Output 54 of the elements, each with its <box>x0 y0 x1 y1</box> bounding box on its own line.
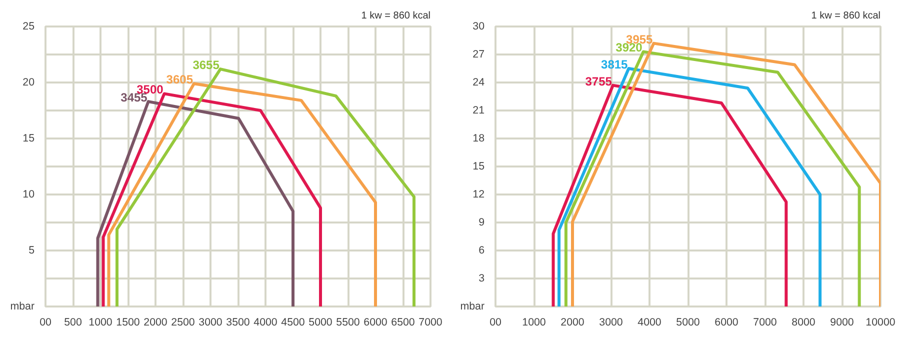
y-tick-label: 15 <box>22 132 35 144</box>
x-tick-label: 6000 <box>364 316 388 328</box>
x-tick-label: 2500 <box>171 316 195 328</box>
y-tick-label: 30 <box>472 20 485 32</box>
y-tick-label: 3 <box>478 272 485 284</box>
series-label: 3755 <box>585 74 612 88</box>
y-tick-label: mbar <box>10 300 35 312</box>
x-tick-label: 6500 <box>391 316 415 328</box>
x-tick-label: 4500 <box>281 316 305 328</box>
x-tick-label: 4000 <box>638 316 662 328</box>
y-tick-label: 15 <box>472 160 485 172</box>
x-tick-label: 1000 <box>88 316 112 328</box>
y-tick-label: 25 <box>22 20 35 32</box>
y-tick-label: 21 <box>472 104 485 116</box>
y-tick-label: 10 <box>22 188 35 200</box>
text: 1 kw = 860 kcal <box>361 10 431 22</box>
y-tick-label: 24 <box>472 76 485 88</box>
x-tick-label: 00 <box>490 316 502 328</box>
line-series <box>96 100 294 306</box>
x-tick-label: 1000 <box>522 316 546 328</box>
x-tick-label: 3000 <box>599 316 623 328</box>
y-tick-label: 27 <box>472 48 485 60</box>
x-tick-label: 8000 <box>792 316 816 328</box>
x-tick-label: 7000 <box>418 316 442 328</box>
x-tick-label: 2000 <box>560 316 584 328</box>
x-tick-label: 7000 <box>753 316 777 328</box>
x-tick-label: 1500 <box>116 316 140 328</box>
x-tick-label: 6000 <box>714 316 738 328</box>
x-tick-label: 10000 <box>866 316 896 328</box>
x-tick-label: 2000 <box>144 316 168 328</box>
x-tick-label: 5000 <box>676 316 700 328</box>
x-tick-label: 3500 <box>226 316 250 328</box>
x-tick-label: 5500 <box>336 316 360 328</box>
series-label: 3655 <box>192 58 220 72</box>
y-tick-label: 9 <box>478 216 485 228</box>
y-tick-label: 18 <box>472 132 485 144</box>
y-tick-label: mbar <box>460 300 485 312</box>
y-tick-label: 12 <box>472 188 485 200</box>
text: 1 kw = 860 kcal <box>811 10 881 22</box>
series-label: 3815 <box>601 58 628 72</box>
y-tick-label: 20 <box>22 76 35 88</box>
x-tick-label: 9000 <box>830 316 854 328</box>
x-tick-label: 4000 <box>254 316 278 328</box>
x-tick-label: 500 <box>64 316 82 328</box>
x-tick-label: 5000 <box>308 316 332 328</box>
y-tick-label: 6 <box>478 244 485 256</box>
line-series <box>116 68 416 306</box>
y-tick-label: 5 <box>28 244 35 256</box>
x-tick-label: 00 <box>40 316 52 328</box>
series-label: 3605 <box>166 72 194 87</box>
line-series <box>102 92 322 306</box>
x-tick-label: 3000 <box>198 316 222 328</box>
line-series <box>107 82 377 306</box>
line-series <box>558 67 822 306</box>
